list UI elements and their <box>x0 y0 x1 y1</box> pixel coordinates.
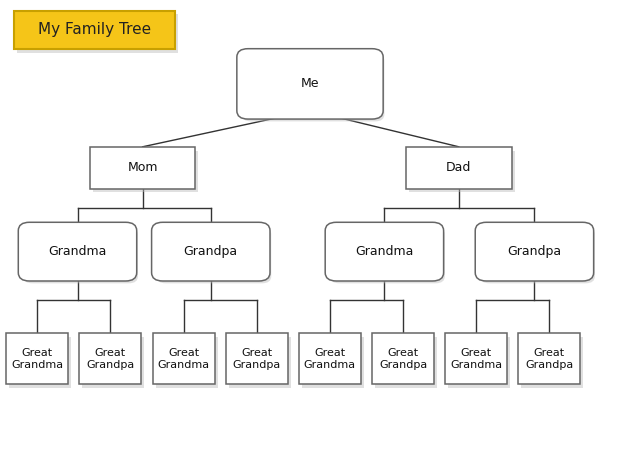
FancyBboxPatch shape <box>17 14 178 53</box>
FancyBboxPatch shape <box>330 227 445 283</box>
FancyBboxPatch shape <box>153 333 215 384</box>
FancyBboxPatch shape <box>237 49 383 119</box>
FancyBboxPatch shape <box>480 227 595 283</box>
Text: Grandpa: Grandpa <box>507 245 562 258</box>
FancyBboxPatch shape <box>90 147 195 189</box>
FancyBboxPatch shape <box>79 333 141 384</box>
Text: Great
Grandpa: Great Grandpa <box>379 348 427 370</box>
FancyBboxPatch shape <box>302 337 364 388</box>
FancyBboxPatch shape <box>9 337 71 388</box>
FancyBboxPatch shape <box>82 337 144 388</box>
FancyBboxPatch shape <box>226 333 288 384</box>
Text: Mom: Mom <box>127 161 158 174</box>
FancyBboxPatch shape <box>521 337 583 388</box>
FancyBboxPatch shape <box>406 147 512 189</box>
FancyBboxPatch shape <box>6 333 68 384</box>
FancyBboxPatch shape <box>445 333 507 384</box>
Text: Grandma: Grandma <box>355 245 414 258</box>
FancyBboxPatch shape <box>448 337 510 388</box>
Text: Great
Grandpa: Great Grandpa <box>525 348 574 370</box>
FancyBboxPatch shape <box>156 227 272 283</box>
FancyBboxPatch shape <box>325 222 444 281</box>
Text: My Family Tree: My Family Tree <box>38 22 151 37</box>
FancyBboxPatch shape <box>518 333 580 384</box>
FancyBboxPatch shape <box>409 151 515 192</box>
Text: Great
Grandma: Great Grandma <box>304 348 356 370</box>
Text: Dad: Dad <box>446 161 471 174</box>
Text: Grandma: Grandma <box>48 245 107 258</box>
Text: Grandpa: Grandpa <box>184 245 238 258</box>
Text: Great
Grandpa: Great Grandpa <box>86 348 135 370</box>
Text: Great
Grandma: Great Grandma <box>450 348 502 370</box>
FancyBboxPatch shape <box>229 337 291 388</box>
Text: Great
Grandma: Great Grandma <box>157 348 210 370</box>
FancyBboxPatch shape <box>475 222 594 281</box>
FancyBboxPatch shape <box>375 337 437 388</box>
FancyBboxPatch shape <box>156 337 218 388</box>
FancyBboxPatch shape <box>299 333 361 384</box>
Text: Great
Grandpa: Great Grandpa <box>232 348 281 370</box>
FancyBboxPatch shape <box>242 54 384 122</box>
FancyBboxPatch shape <box>24 227 138 283</box>
FancyBboxPatch shape <box>19 222 136 281</box>
FancyBboxPatch shape <box>14 11 175 49</box>
Text: Me: Me <box>301 77 319 90</box>
FancyBboxPatch shape <box>372 333 434 384</box>
FancyBboxPatch shape <box>93 151 198 192</box>
FancyBboxPatch shape <box>151 222 270 281</box>
Text: Great
Grandma: Great Grandma <box>11 348 63 370</box>
